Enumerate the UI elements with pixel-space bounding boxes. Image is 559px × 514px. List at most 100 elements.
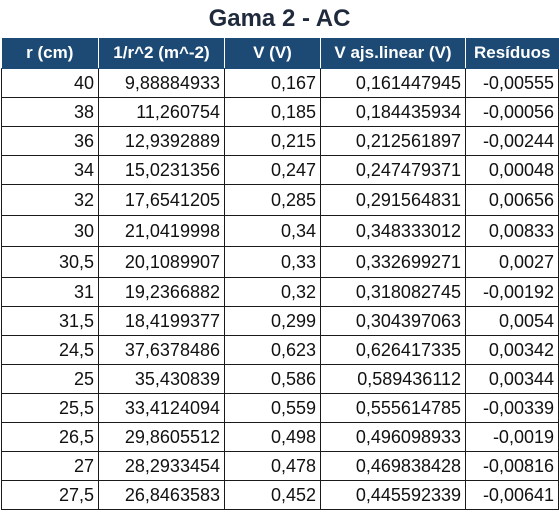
cell-r-cm[interactable]: 32 [1,184,99,216]
cell-inverse-r-squared[interactable]: 35,430839 [98,364,225,394]
table-row: 34 15,0231356 0,247 0,247479371 0,00048 [1,155,559,185]
cell-residual[interactable]: -0,00244 [465,126,559,156]
cell-voltage-linear-fit[interactable]: 0,247479371 [320,155,466,185]
table-row: 38 11,260754 0,185 0,184435934 -0,00056 [1,97,559,127]
cell-voltage-linear-fit[interactable]: 0,348333012 [320,215,466,247]
cell-voltage[interactable]: 0,215 [224,126,321,156]
cell-voltage[interactable]: 0,33 [224,246,321,278]
cell-inverse-r-squared[interactable]: 15,0231356 [98,155,225,185]
table-row: 25,5 33,4124094 0,559 0,555614785 -0,00339 [1,393,559,423]
cell-residual[interactable]: 0,0027 [465,246,559,278]
cell-r-cm[interactable]: 31,5 [1,306,99,336]
cell-voltage-linear-fit[interactable]: 0,332699271 [320,246,466,278]
cell-residual[interactable]: -0,00192 [465,277,559,307]
cell-r-cm[interactable]: 31 [1,277,99,307]
table-row: 27,5 26,8463583 0,452 0,445592339 -0,00641 [1,480,559,510]
cell-voltage-linear-fit[interactable]: 0,469838428 [320,451,466,481]
cell-inverse-r-squared[interactable]: 9,88884933 [98,68,225,98]
cell-r-cm[interactable]: 25 [1,364,99,394]
cell-residual[interactable]: 0,00656 [465,184,559,216]
cell-inverse-r-squared[interactable]: 37,6378486 [98,335,225,365]
cell-voltage-linear-fit[interactable]: 0,184435934 [320,97,466,127]
cell-voltage-linear-fit[interactable]: 0,161447945 [320,68,466,98]
cell-residual[interactable]: 0,00048 [465,155,559,185]
table-row: 40 9,88884933 0,167 0,161447945 -0,00555 [1,68,559,98]
cell-inverse-r-squared[interactable]: 12,9392889 [98,126,225,156]
table-row: 25 35,430839 0,586 0,589436112 0,00344 [1,364,559,394]
cell-inverse-r-squared[interactable]: 17,6541205 [98,184,225,216]
cell-residual[interactable]: 0,0054 [465,306,559,336]
cell-voltage[interactable]: 0,247 [224,155,321,185]
cell-r-cm[interactable]: 36 [1,126,99,156]
cell-r-cm[interactable]: 30 [1,215,99,247]
cell-residual[interactable]: -0,00641 [465,480,559,510]
data-table: r (cm) 1/r^2 (m^-2) V (V) V ajs.linear (… [1,38,559,510]
cell-r-cm[interactable]: 25,5 [1,393,99,423]
cell-inverse-r-squared[interactable]: 20,1089907 [98,246,225,278]
header-residuals[interactable]: Resíduos [465,38,559,69]
table-row: 32 17,6541205 0,285 0,291564831 0,00656 [1,184,559,216]
cell-voltage[interactable]: 0,185 [224,97,321,127]
cell-r-cm[interactable]: 38 [1,97,99,127]
table-row: 24,5 37,6378486 0,623 0,626417335 0,00342 [1,335,559,365]
header-inverse-r-squared[interactable]: 1/r^2 (m^-2) [98,38,225,69]
cell-voltage[interactable]: 0,452 [224,480,321,510]
table-row: 30 21,0419998 0,34 0,348333012 0,00833 [1,215,559,247]
cell-voltage[interactable]: 0,559 [224,393,321,423]
table-row: 27 28,2933454 0,478 0,469838428 -0,00816 [1,451,559,481]
cell-voltage-linear-fit[interactable]: 0,555614785 [320,393,466,423]
header-row: r (cm) 1/r^2 (m^-2) V (V) V ajs.linear (… [1,38,559,69]
cell-voltage-linear-fit[interactable]: 0,496098933 [320,422,466,452]
table-row: 31,5 18,4199377 0,299 0,304397063 0,0054 [1,306,559,336]
table-body: 40 9,88884933 0,167 0,161447945 -0,00555 38 11… [1,68,559,510]
cell-voltage[interactable]: 0,34 [224,215,321,247]
cell-voltage-linear-fit[interactable]: 0,589436112 [320,364,466,394]
header-voltage[interactable]: V (V) [224,38,321,69]
cell-r-cm[interactable]: 26,5 [1,422,99,452]
table-row: 26,5 29,8605512 0,498 0,496098933 -0,0019 [1,422,559,452]
cell-voltage-linear-fit[interactable]: 0,212561897 [320,126,466,156]
cell-voltage-linear-fit[interactable]: 0,318082745 [320,277,466,307]
cell-residual[interactable]: -0,00056 [465,97,559,127]
cell-residual[interactable]: 0,00833 [465,215,559,247]
header-r-cm[interactable]: r (cm) [1,38,99,69]
cell-residual[interactable]: -0,00555 [465,68,559,98]
cell-inverse-r-squared[interactable]: 26,8463583 [98,480,225,510]
cell-voltage[interactable]: 0,498 [224,422,321,452]
cell-r-cm[interactable]: 30,5 [1,246,99,278]
cell-voltage[interactable]: 0,32 [224,277,321,307]
cell-inverse-r-squared[interactable]: 21,0419998 [98,215,225,247]
cell-inverse-r-squared[interactable]: 29,8605512 [98,422,225,452]
cell-r-cm[interactable]: 27 [1,451,99,481]
cell-inverse-r-squared[interactable]: 19,2366882 [98,277,225,307]
table-row: 30,5 20,1089907 0,33 0,332699271 0,0027 [1,246,559,278]
table-title: Gama 2 - AC [208,5,351,32]
cell-voltage[interactable]: 0,285 [224,184,321,216]
cell-residual[interactable]: -0,00816 [465,451,559,481]
header-voltage-linear-fit[interactable]: V ajs.linear (V) [320,38,466,69]
cell-residual[interactable]: 0,00344 [465,364,559,394]
cell-voltage[interactable]: 0,623 [224,335,321,365]
cell-r-cm[interactable]: 34 [1,155,99,185]
cell-voltage[interactable]: 0,478 [224,451,321,481]
cell-voltage-linear-fit[interactable]: 0,626417335 [320,335,466,365]
cell-voltage[interactable]: 0,586 [224,364,321,394]
table-row: 36 12,9392889 0,215 0,212561897 -0,00244 [1,126,559,156]
cell-residual[interactable]: -0,00339 [465,393,559,423]
cell-inverse-r-squared[interactable]: 18,4199377 [98,306,225,336]
cell-inverse-r-squared[interactable]: 33,4124094 [98,393,225,423]
cell-residual[interactable]: -0,0019 [465,422,559,452]
cell-inverse-r-squared[interactable]: 11,260754 [98,97,225,127]
cell-r-cm[interactable]: 40 [1,68,99,98]
cell-r-cm[interactable]: 27,5 [1,480,99,510]
cell-voltage-linear-fit[interactable]: 0,291564831 [320,184,466,216]
cell-voltage[interactable]: 0,167 [224,68,321,98]
cell-residual[interactable]: 0,00342 [465,335,559,365]
cell-inverse-r-squared[interactable]: 28,2933454 [98,451,225,481]
cell-voltage-linear-fit[interactable]: 0,445592339 [320,480,466,510]
cell-voltage-linear-fit[interactable]: 0,304397063 [320,306,466,336]
table-row: 31 19,2366882 0,32 0,318082745 -0,00192 [1,277,559,307]
cell-r-cm[interactable]: 24,5 [1,335,99,365]
cell-voltage[interactable]: 0,299 [224,306,321,336]
